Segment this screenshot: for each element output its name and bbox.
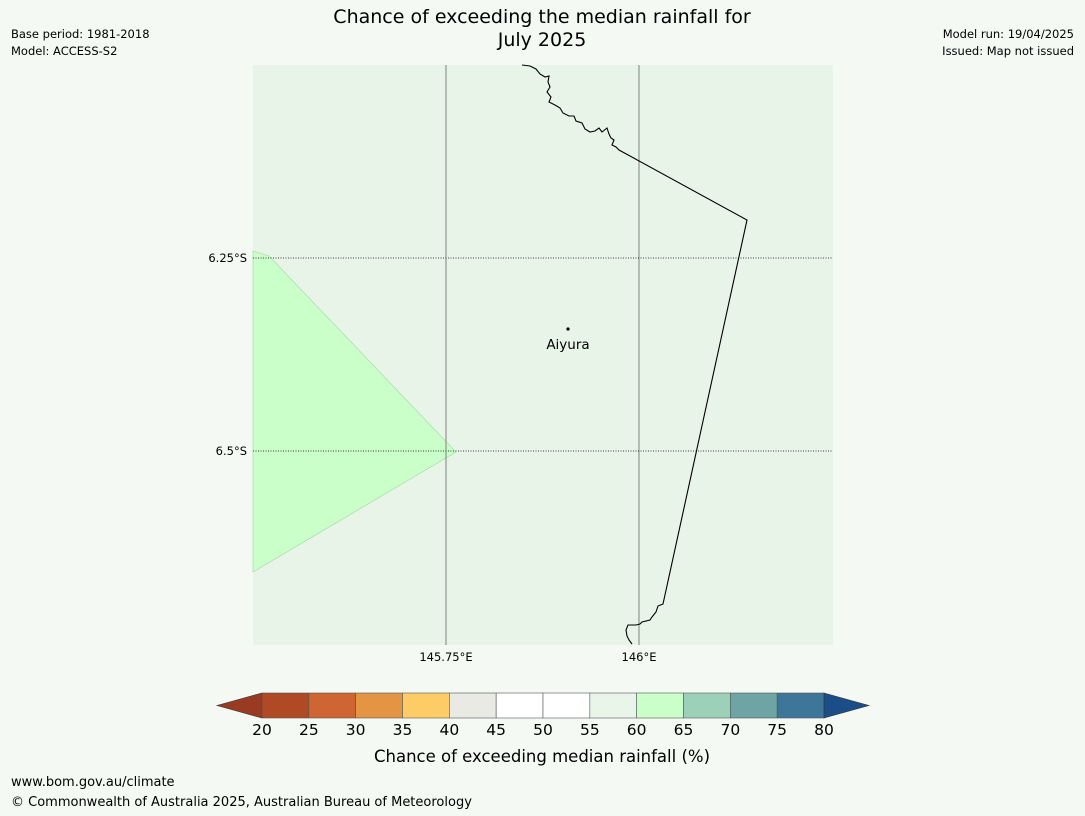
colorbar-tick-label: 35 bbox=[393, 721, 413, 739]
colorbar-segment bbox=[449, 692, 497, 719]
colorbar-tick-label: 55 bbox=[580, 721, 600, 739]
colorbar-tick-label: 50 bbox=[533, 721, 553, 739]
colorbar-tick-label: 40 bbox=[439, 721, 459, 739]
place-label: Aiyura bbox=[546, 337, 589, 353]
colorbar-segment bbox=[730, 692, 778, 719]
colorbar-segment bbox=[636, 692, 684, 719]
rainfall-band-60-65 bbox=[252, 250, 457, 573]
colorbar-tick-label: 20 bbox=[252, 721, 272, 739]
map-panel: Aiyura 6.25°S 6.5°S 145.75°E 146°E bbox=[208, 64, 833, 664]
colorbar-tick-label: 25 bbox=[299, 721, 319, 739]
colorbar-tick-label: 30 bbox=[346, 721, 366, 739]
meta-left: Base period: 1981-2018 Model: ACCESS-S2 bbox=[11, 26, 150, 60]
colorbar-segment bbox=[589, 692, 637, 719]
map-title: Chance of exceeding the median rainfall … bbox=[242, 6, 842, 52]
colorbar-label: Chance of exceeding median rainfall (%) bbox=[374, 747, 710, 766]
colorbar-tick-label: 75 bbox=[767, 721, 787, 739]
colorbar-extend-low bbox=[215, 692, 263, 719]
colorbar: 20 25 30 35 40 45 50 55 60 65 70 75 80 bbox=[215, 692, 871, 739]
title-line-1: Chance of exceeding the median rainfall … bbox=[333, 6, 751, 28]
title-line-2: July 2025 bbox=[497, 29, 587, 51]
base-period-text: Base period: 1981-2018 bbox=[11, 27, 150, 41]
model-run-text: Model run: 19/04/2025 bbox=[942, 27, 1074, 41]
colorbar-tick-label: 70 bbox=[720, 721, 740, 739]
aiyura-marker bbox=[566, 327, 570, 331]
footer-url: www.bom.gov.au/climate bbox=[11, 775, 175, 790]
colorbar-tick-label: 60 bbox=[627, 721, 647, 739]
colorbar-segment bbox=[355, 692, 403, 719]
issued-text: Issued: Map not issued bbox=[942, 44, 1074, 58]
colorbar-segment bbox=[542, 692, 591, 719]
colorbar-tick-label: 65 bbox=[674, 721, 694, 739]
lat-label-6-25: 6.25°S bbox=[208, 251, 247, 265]
colorbar-tick-label: 45 bbox=[486, 721, 506, 739]
colorbar-segment bbox=[495, 692, 544, 719]
lat-label-6-5: 6.5°S bbox=[216, 444, 247, 458]
colorbar-segment bbox=[683, 692, 731, 719]
colorbar-segment bbox=[776, 692, 825, 719]
region-boundary bbox=[521, 64, 748, 645]
model-text: Model: ACCESS-S2 bbox=[11, 44, 118, 58]
meta-right: Model run: 19/04/2025 Issued: Map not is… bbox=[942, 26, 1074, 60]
colorbar-extend-high bbox=[823, 692, 871, 719]
colorbar-segment bbox=[308, 692, 356, 719]
colorbar-segment bbox=[261, 692, 310, 719]
lon-label-146: 146°E bbox=[622, 650, 657, 664]
lon-label-145-75: 145.75°E bbox=[419, 650, 472, 664]
colorbar-tick-label: 80 bbox=[814, 721, 834, 739]
footer-copyright: © Commonwealth of Australia 2025, Austra… bbox=[11, 795, 472, 810]
colorbar-segment bbox=[402, 692, 450, 719]
